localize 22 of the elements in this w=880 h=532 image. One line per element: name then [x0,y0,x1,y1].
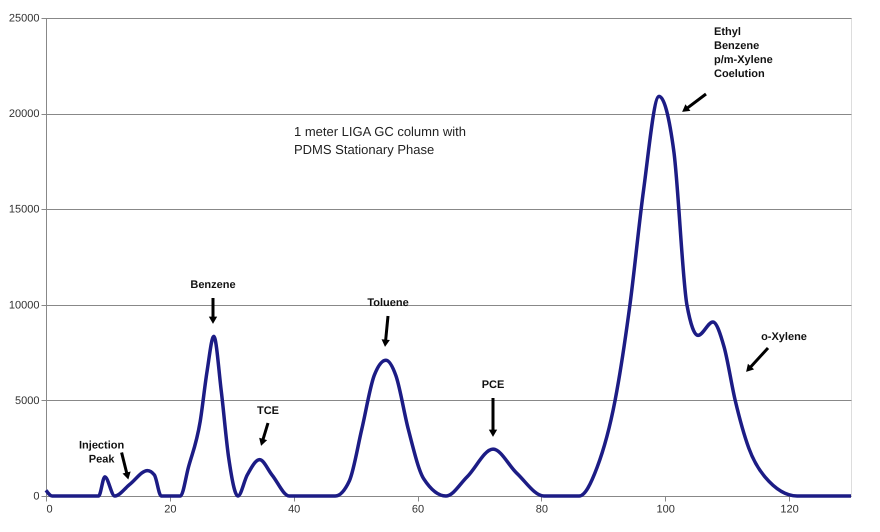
y-tick-label: 25000 [8,12,40,24]
annotation: Benzene [190,279,236,291]
x-tick-label: 40 [288,504,300,516]
y-tick-label: 15000 [8,204,40,216]
y-tick-label: 5000 [15,394,40,407]
x-tick-label: 0 [46,504,53,516]
x-tick-label: 100 [656,504,675,516]
x-tick-label: 80 [536,504,548,516]
x-tick-label: 60 [412,504,424,516]
annotation: 1 meter LIGA GC column with PDMS Stationary Phase [294,124,466,157]
line-series [44,94,853,498]
y-tick-label: 20000 [8,108,40,120]
annotation: Toluene [367,297,409,309]
annotation: Ethyl Benzene p/m-Xylene Coelution [714,26,773,80]
x-tick-label: 120 [780,504,799,516]
annotation: o-Xylene [761,331,807,343]
annotation: TCE [257,405,279,417]
x-tick-label: 20 [164,504,176,516]
y-tick-label: 0 [33,490,40,502]
annotation: PCE [482,379,504,391]
annotation: Injection Peak [78,440,124,466]
y-tick-label: 10000 [8,299,40,312]
